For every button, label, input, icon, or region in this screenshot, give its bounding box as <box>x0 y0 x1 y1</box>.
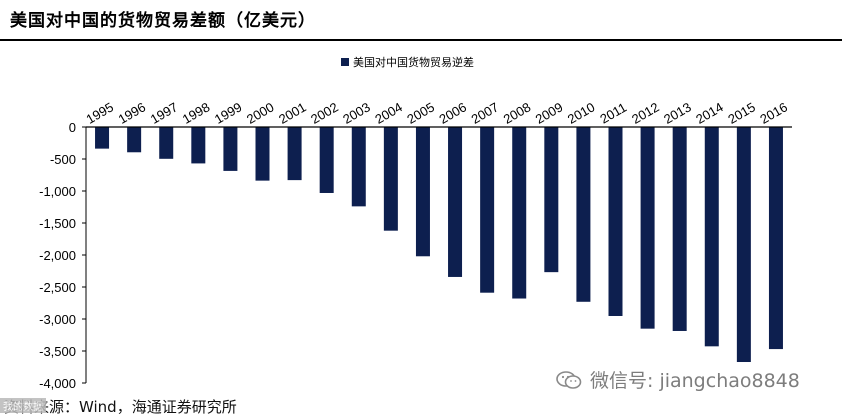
title-divider <box>0 39 842 41</box>
x-tick-label: 2007 <box>469 99 502 126</box>
bar <box>448 127 463 277</box>
source-badge: 我的数据 <box>0 398 46 413</box>
x-tick-label: 2014 <box>693 99 726 126</box>
y-tick-label: -3,500 <box>39 344 76 359</box>
bar <box>480 127 495 293</box>
y-tick-label: 0 <box>69 120 76 135</box>
bar <box>223 127 238 171</box>
x-tick-label: 2015 <box>725 99 758 126</box>
y-tick-label: -3,000 <box>39 312 76 327</box>
bar <box>287 127 302 181</box>
bar <box>415 127 430 257</box>
bar <box>319 127 334 193</box>
x-tick-label: 2016 <box>757 99 790 126</box>
x-tick-label: 2001 <box>276 99 309 126</box>
bar <box>351 127 366 207</box>
x-tick-label: 1998 <box>180 99 213 126</box>
bar <box>608 127 623 316</box>
bar <box>512 127 527 299</box>
x-tick-label: 2009 <box>533 99 566 126</box>
y-tick-label: -500 <box>50 152 76 167</box>
x-tick-label: 2008 <box>501 99 534 126</box>
bar <box>159 127 174 159</box>
y-tick-label: -2,500 <box>39 280 76 295</box>
x-tick-label: 1995 <box>84 99 117 126</box>
x-tick-label: 2005 <box>404 99 437 126</box>
bar <box>704 127 719 347</box>
x-tick-label: 2000 <box>244 99 277 126</box>
x-tick-label: 1999 <box>212 99 245 126</box>
bar <box>640 127 655 329</box>
x-tick-label: 2004 <box>372 99 405 126</box>
bar <box>768 127 783 350</box>
y-tick-label: -1,000 <box>39 184 76 199</box>
y-tick-label: -2,000 <box>39 248 76 263</box>
legend-label: 美国对中国货物贸易逆差 <box>353 55 474 69</box>
bar <box>95 127 110 149</box>
x-tick-label: 2012 <box>629 99 662 126</box>
bar <box>383 127 398 231</box>
watermark: 微信号: jiangchao8848 <box>556 366 800 393</box>
x-tick-label: 2006 <box>437 99 470 126</box>
legend-swatch <box>341 58 349 66</box>
y-tick-label: -4,000 <box>39 376 76 391</box>
x-tick-label: 1996 <box>116 99 149 126</box>
watermark-text: 微信号: jiangchao8848 <box>590 370 800 392</box>
bar <box>544 127 559 273</box>
x-tick-label: 2003 <box>340 99 373 126</box>
x-tick-label: 2010 <box>565 99 598 126</box>
x-tick-label: 2013 <box>661 99 694 126</box>
bar <box>255 127 270 181</box>
source-note: 资料来源：Wind，海通证券研究所 <box>4 398 237 416</box>
wechat-icon <box>556 371 582 389</box>
bar <box>576 127 591 302</box>
x-tick-label: 2011 <box>597 100 629 127</box>
bar <box>672 127 687 331</box>
bar <box>191 127 206 164</box>
bar <box>736 127 751 363</box>
x-tick-label: 2002 <box>308 99 341 126</box>
x-tick-label: 1997 <box>148 99 181 126</box>
chart-title: 美国对中国的货物贸易差额（亿美元） <box>10 11 316 31</box>
bar <box>127 127 142 153</box>
y-tick-label: -1,500 <box>39 216 76 231</box>
